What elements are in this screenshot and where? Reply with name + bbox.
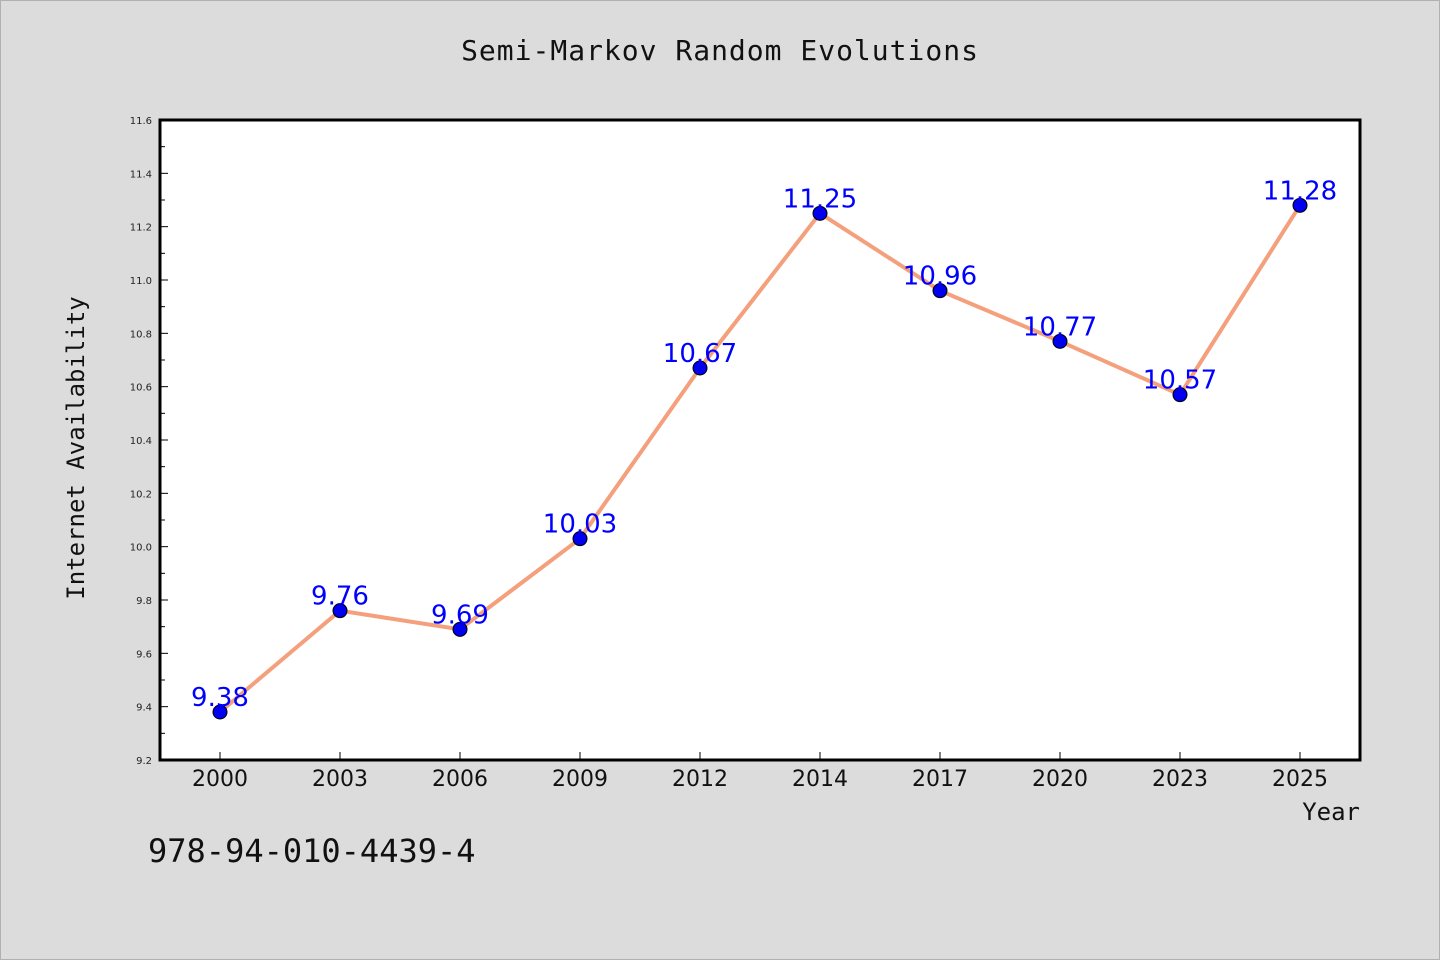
data-label: 11.25 (783, 184, 857, 214)
y-tick-label: 10.0 (130, 543, 152, 554)
data-point (1052, 333, 1068, 349)
x-tick-label: 2009 (552, 767, 608, 792)
data-label: 9.38 (191, 683, 249, 713)
x-tick-label: 2012 (672, 767, 728, 792)
x-tick-label: 2020 (1032, 767, 1088, 792)
x-tick-label: 2000 (192, 767, 248, 792)
data-label: 9.76 (311, 582, 369, 612)
y-tick-label: 10.8 (130, 329, 152, 340)
plot-area (158, 118, 1362, 762)
x-tick-label: 2006 (432, 767, 488, 792)
y-tick-label: 11.4 (130, 169, 152, 180)
y-tick-label: 10.4 (130, 436, 152, 447)
data-label: 10.77 (1023, 312, 1097, 342)
x-axis: 2000 2003 2006 2009 2012 2014 2017 2020 2023 2025 (192, 752, 1328, 792)
data-label: 10.96 (903, 262, 977, 292)
y-tick-label: 9.4 (136, 703, 152, 714)
data-point (812, 205, 828, 221)
x-tick-label: 2017 (912, 767, 968, 792)
y-axis-label: Internet Availability (62, 296, 90, 599)
data-label: 10.03 (543, 510, 617, 540)
x-tick-label: 2014 (792, 767, 848, 792)
y-tick-label: 10.6 (130, 383, 152, 394)
data-point (212, 704, 228, 720)
x-axis-label: Year (1302, 798, 1360, 826)
y-axis: 9.2 9.4 9.6 9.8 10.0 10.2 10.4 10.6 10.8 11.0 11.2… (130, 116, 168, 767)
y-tick-label: 9.2 (136, 756, 152, 767)
chart-title: Semi-Markov Random Evolutions (461, 34, 979, 67)
data-label: 10.67 (663, 339, 737, 369)
x-tick-label: 2025 (1272, 767, 1328, 792)
y-tick-label: 9.6 (136, 649, 152, 660)
data-label: 10.57 (1143, 366, 1217, 396)
data-point (1172, 387, 1188, 403)
y-tick-label: 9.8 (136, 596, 152, 607)
x-tick-label: 2003 (312, 767, 368, 792)
y-tick-label: 11.0 (130, 276, 152, 287)
y-tick-label: 11.2 (130, 223, 152, 234)
isbn-label: 978-94-010-4439-4 (148, 832, 476, 870)
data-point (692, 360, 708, 376)
data-point (452, 621, 468, 637)
series-group: 9.38 9.76 9.69 10.03 10.67 11.25 10.96 10.77 10.… (191, 176, 1337, 720)
data-point (1292, 197, 1308, 213)
y-tick-label: 11.6 (130, 116, 152, 127)
series-line (218, 204, 1302, 714)
data-point (932, 283, 948, 299)
y-tick-label: 10.2 (130, 489, 152, 500)
data-point (572, 531, 588, 547)
data-point (332, 603, 348, 619)
data-label: 11.28 (1263, 176, 1337, 206)
x-tick-label: 2023 (1152, 767, 1208, 792)
data-label: 9.69 (431, 600, 489, 630)
